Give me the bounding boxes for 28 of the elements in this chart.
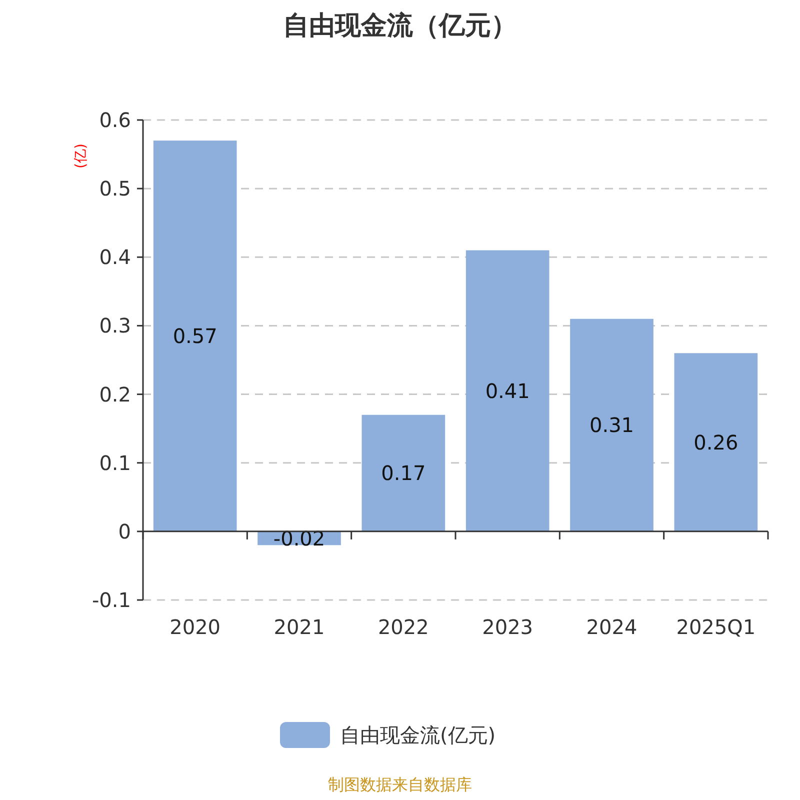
- y-tick-label: 0.1: [99, 450, 131, 475]
- bar: [362, 414, 446, 532]
- data-label: 0.41: [485, 378, 530, 403]
- data-label: 0.17: [381, 461, 426, 486]
- text: 制图数据来自数据库: [328, 775, 472, 794]
- bar: [570, 318, 654, 532]
- bar: [466, 250, 550, 532]
- y-tick-label: 0.4: [99, 245, 131, 270]
- data-label: 0.57: [172, 324, 218, 348]
- x-tick-label: 2022: [378, 615, 429, 639]
- legend-label: 自由现金流(亿元): [340, 723, 496, 747]
- x-tick-label: 2025Q1: [676, 615, 756, 639]
- y-tick-label: 0.5: [99, 176, 131, 201]
- x-tick-label: 2020: [170, 615, 221, 639]
- x-tick-label: 2024: [586, 615, 638, 639]
- bar: [153, 140, 237, 532]
- y-tick-label: 0.2: [99, 382, 131, 406]
- y-axis-title: (亿): [73, 144, 89, 168]
- y-tick-label: 0: [118, 519, 131, 544]
- chart-title: 自由现金流（亿元）: [283, 11, 517, 41]
- y-tick-label: 0.6: [99, 108, 131, 132]
- bar: [674, 353, 758, 532]
- data-label: 0.31: [589, 413, 634, 438]
- x-tick-label: 2021: [274, 615, 325, 639]
- data-label: 0.26: [694, 430, 738, 454]
- y-tick-label: 0.3: [99, 314, 131, 338]
- y-tick-label: -0.1: [92, 588, 131, 612]
- x-tick-label: 2023: [482, 615, 534, 639]
